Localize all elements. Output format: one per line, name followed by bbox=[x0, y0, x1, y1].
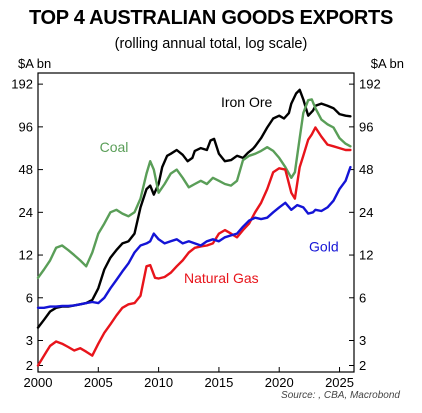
chart-title: TOP 4 AUSTRALIAN GOODS EXPORTS bbox=[28, 7, 394, 29]
x-tick-label: 2020 bbox=[265, 375, 294, 390]
y-tick-label-left: 24 bbox=[19, 205, 33, 220]
x-tick-label: 2015 bbox=[204, 375, 233, 390]
series-label-natural-gas: Natural Gas bbox=[184, 270, 259, 286]
series-line-coal bbox=[36, 98, 352, 279]
series-line-iron-ore bbox=[36, 88, 352, 329]
y-tick-label-left: 6 bbox=[26, 290, 33, 305]
y-tick-label-left: 3 bbox=[26, 333, 33, 348]
y-tick-label-right: 2 bbox=[359, 358, 366, 373]
y-axis-unit-left: $A bn bbox=[18, 56, 52, 71]
x-tick-label: 2010 bbox=[144, 375, 173, 390]
y-tick-label-left: 96 bbox=[19, 119, 33, 134]
y-tick-label-right: 48 bbox=[359, 162, 373, 177]
series-label-gold: Gold bbox=[309, 239, 339, 255]
plot-frame bbox=[37, 72, 355, 373]
y-tick-label-right: 192 bbox=[359, 77, 381, 92]
chart-subtitle: (rolling annual total, log scale) bbox=[114, 36, 308, 52]
x-tick-label: 2005 bbox=[84, 375, 113, 390]
y-tick-label-left: 12 bbox=[19, 248, 33, 263]
y-tick-label-right: 3 bbox=[359, 333, 366, 348]
y-axis-unit-right: $A bn bbox=[370, 56, 404, 71]
series-label-iron-ore: Iron Ore bbox=[221, 94, 273, 110]
y-tick-label-right: 6 bbox=[359, 290, 366, 305]
y-tick-label-left: 2 bbox=[26, 358, 33, 373]
y-tick-label-right: 12 bbox=[359, 248, 373, 263]
series-line-gold bbox=[36, 165, 352, 309]
series-label-coal: Coal bbox=[100, 139, 129, 155]
x-tick-label: 2000 bbox=[24, 375, 53, 390]
source-note: Source: , CBA, Macrobond bbox=[281, 390, 400, 401]
x-tick-label: 2025 bbox=[325, 375, 354, 390]
y-tick-label-right: 96 bbox=[359, 119, 373, 134]
y-tick-label-right: 24 bbox=[359, 205, 373, 220]
y-tick-label-left: 48 bbox=[19, 162, 33, 177]
y-tick-label-left: 192 bbox=[11, 77, 33, 92]
series-lines bbox=[36, 88, 352, 367]
series-line-natural-gas bbox=[36, 126, 352, 367]
series-labels: Iron Ore Coal Natural Gas Gold bbox=[100, 94, 339, 286]
axis-ticks: 2 2 3 3 6 6 12 12 24 24 48 48 96 96 192 192 2000 2005 2010… bbox=[11, 77, 380, 390]
